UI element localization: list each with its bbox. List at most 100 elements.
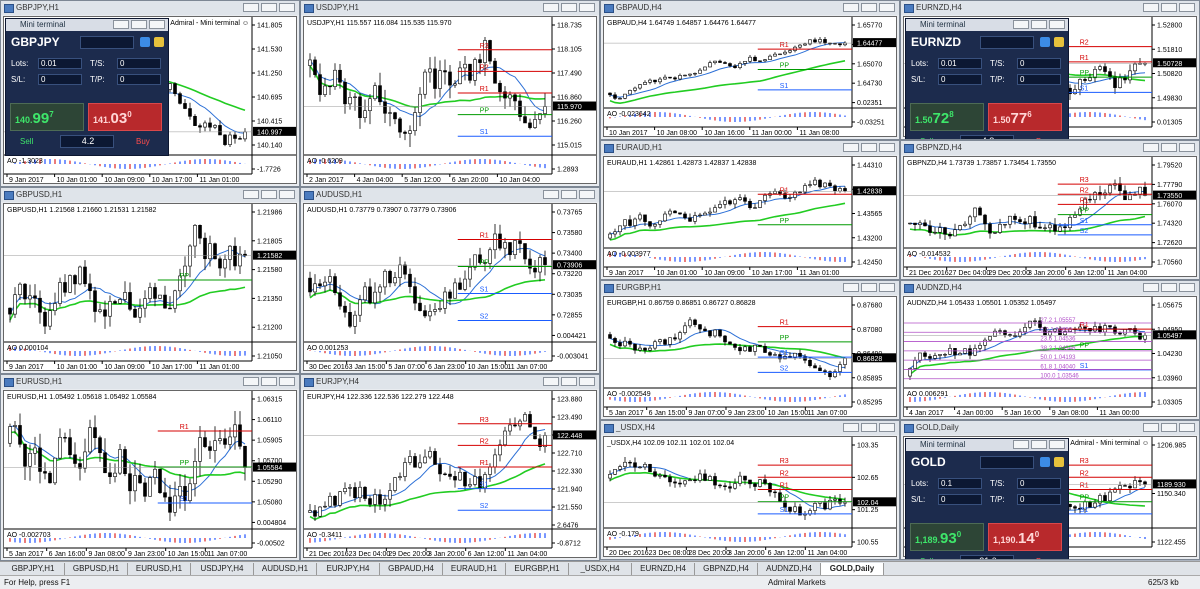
mini-terminal-min[interactable] (113, 20, 129, 29)
info-button[interactable] (1054, 457, 1064, 467)
ts-input[interactable]: 0 (1017, 58, 1061, 69)
minimize-button[interactable] (1143, 423, 1159, 432)
mini-terminal-max[interactable] (1031, 20, 1047, 29)
sell-button[interactable]: Sell (20, 137, 34, 146)
chart-tab[interactable]: GBPNZD,H4 (695, 563, 758, 575)
minimize-button[interactable] (243, 3, 259, 12)
price-label: 1.21805 (257, 238, 282, 245)
symbol-select[interactable] (80, 36, 134, 49)
close-button[interactable] (1179, 283, 1195, 292)
minimize-button[interactable] (543, 3, 559, 12)
buy-price[interactable]: 1,190.140 (988, 523, 1062, 551)
chart-tab[interactable]: AUDNZD,H4 (758, 563, 821, 575)
restore-button[interactable] (261, 3, 277, 12)
minimize-button[interactable] (843, 423, 859, 432)
chart-tab[interactable]: EURNZD,H4 (632, 563, 695, 575)
minimize-button[interactable] (843, 3, 859, 12)
mini-terminal-max[interactable] (1031, 440, 1047, 449)
close-button[interactable] (879, 283, 895, 292)
buy-price[interactable]: 1.50776 (988, 103, 1062, 131)
close-button[interactable] (1179, 143, 1195, 152)
chart-tab[interactable]: EURGBP,H1 (506, 563, 569, 575)
info-button[interactable] (154, 37, 164, 47)
sell-button[interactable]: Sell (920, 557, 933, 559)
buy-button[interactable]: Buy (136, 137, 150, 146)
settings-button[interactable] (1040, 37, 1050, 47)
close-button[interactable] (879, 143, 895, 152)
restore-button[interactable] (1161, 143, 1177, 152)
sl-input[interactable]: 0 (938, 494, 982, 505)
minimize-button[interactable] (843, 283, 859, 292)
lots-input[interactable]: 0.01 (38, 58, 82, 69)
tp-input[interactable]: 0 (1017, 74, 1061, 85)
sl-input[interactable]: 0 (938, 74, 982, 85)
lots-input[interactable]: 0.01 (938, 58, 982, 69)
restore-button[interactable] (861, 143, 877, 152)
mini-terminal-close[interactable] (1049, 20, 1065, 29)
lots-input[interactable]: 0.1 (938, 478, 982, 489)
chart-tab[interactable]: USDJPY,H4 (191, 563, 254, 575)
chart-tab[interactable]: GBPAUD,H4 (380, 563, 443, 575)
tp-input[interactable]: 0 (117, 74, 161, 85)
restore-button[interactable] (561, 3, 577, 12)
restore-button[interactable] (861, 283, 877, 292)
sell-price[interactable]: 140.997 (10, 103, 84, 131)
restore-button[interactable] (1161, 3, 1177, 12)
tp-input[interactable]: 0 (1017, 494, 1061, 505)
sell-price[interactable]: 1,189.930 (910, 523, 984, 551)
mini-terminal-max[interactable] (131, 20, 147, 29)
info-button[interactable] (1054, 37, 1064, 47)
buy-button[interactable]: Buy (1036, 137, 1050, 139)
chart-tab[interactable]: GBPUSD,H1 (65, 563, 128, 575)
ts-input[interactable]: 0 (1017, 478, 1061, 489)
symbol-select[interactable] (980, 36, 1034, 49)
minimize-button[interactable] (843, 143, 859, 152)
close-button[interactable] (279, 377, 295, 386)
restore-button[interactable] (1161, 283, 1177, 292)
restore-button[interactable] (861, 3, 877, 12)
chart-tab[interactable]: GOLD,Daily (821, 563, 884, 575)
settings-button[interactable] (140, 37, 150, 47)
restore-button[interactable] (261, 190, 277, 199)
restore-button[interactable] (261, 377, 277, 386)
ts-input[interactable]: 0 (117, 58, 161, 69)
restore-button[interactable] (1161, 423, 1177, 432)
price-label: 1.03960 (1157, 375, 1182, 382)
close-button[interactable] (279, 3, 295, 12)
close-button[interactable] (579, 190, 595, 199)
close-button[interactable] (579, 3, 595, 12)
restore-button[interactable] (561, 190, 577, 199)
minimize-button[interactable] (1143, 3, 1159, 12)
chart-tab[interactable]: EURUSD,H1 (128, 563, 191, 575)
buy-button[interactable]: Buy (1036, 557, 1050, 559)
minimize-button[interactable] (243, 190, 259, 199)
mini-terminal-close[interactable] (149, 20, 165, 29)
buy-price[interactable]: 141.030 (88, 103, 162, 131)
chart-tab[interactable]: GBPJPY,H1 (2, 563, 65, 575)
minimize-button[interactable] (1143, 283, 1159, 292)
symbol-select[interactable] (980, 456, 1034, 469)
chart-tab[interactable]: _USDX,H4 (569, 563, 632, 575)
chart-tab[interactable]: EURJPY,H4 (317, 563, 380, 575)
close-button[interactable] (1179, 3, 1195, 12)
minimize-button[interactable] (1143, 143, 1159, 152)
restore-button[interactable] (561, 377, 577, 386)
close-button[interactable] (1179, 423, 1195, 432)
close-button[interactable] (879, 423, 895, 432)
close-button[interactable] (579, 377, 595, 386)
mini-terminal-min[interactable] (1013, 440, 1029, 449)
sell-button[interactable]: Sell (920, 137, 933, 139)
settings-button[interactable] (1040, 457, 1050, 467)
chart-tab[interactable]: EURAUD,H1 (443, 563, 506, 575)
restore-button[interactable] (861, 423, 877, 432)
mini-terminal-close[interactable] (1049, 440, 1065, 449)
mini-terminal-min[interactable] (1013, 20, 1029, 29)
minimize-button[interactable] (243, 377, 259, 386)
close-button[interactable] (279, 190, 295, 199)
minimize-button[interactable] (543, 190, 559, 199)
chart-tab[interactable]: AUDUSD,H1 (254, 563, 317, 575)
close-button[interactable] (879, 3, 895, 12)
sell-price[interactable]: 1.50728 (910, 103, 984, 131)
minimize-button[interactable] (543, 377, 559, 386)
sl-input[interactable]: 0 (38, 74, 82, 85)
